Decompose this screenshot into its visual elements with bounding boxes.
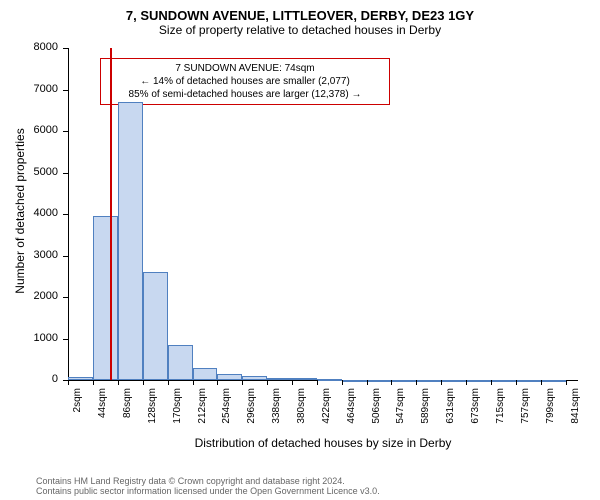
x-tick-label: 44sqm (97, 388, 108, 432)
x-tick-label: 86sqm (122, 388, 133, 432)
y-tick-label: 7000 (0, 83, 58, 95)
histogram-bar (143, 272, 168, 380)
histogram-bar (416, 380, 441, 382)
histogram-bar (93, 216, 118, 380)
x-tick-mark (441, 380, 442, 385)
x-tick-label: 841sqm (570, 388, 581, 432)
histogram-bar (217, 374, 242, 380)
y-tick-mark (63, 90, 68, 91)
y-tick-label: 5000 (0, 166, 58, 178)
x-tick-mark (217, 380, 218, 385)
x-tick-label: 422sqm (321, 388, 332, 432)
x-tick-mark (342, 380, 343, 385)
chart-title-main: 7, SUNDOWN AVENUE, LITTLEOVER, DERBY, DE… (0, 0, 600, 23)
chart-title-sub: Size of property relative to detached ho… (0, 23, 600, 37)
x-tick-mark (93, 380, 94, 385)
y-tick-mark (63, 131, 68, 132)
histogram-bar (491, 380, 516, 382)
histogram-bar (193, 368, 218, 380)
x-tick-mark (566, 380, 567, 385)
y-tick-mark (63, 173, 68, 174)
x-tick-label: 589sqm (420, 388, 431, 432)
x-tick-mark (491, 380, 492, 385)
x-tick-label: 296sqm (246, 388, 257, 432)
histogram-bar (367, 380, 391, 382)
histogram-bar (168, 345, 193, 380)
y-tick-label: 6000 (0, 124, 58, 136)
x-tick-mark (541, 380, 542, 385)
y-tick-mark (63, 214, 68, 215)
x-tick-mark (516, 380, 517, 385)
x-tick-mark (68, 380, 69, 385)
x-tick-mark (168, 380, 169, 385)
x-axis-label: Distribution of detached houses by size … (68, 436, 578, 450)
y-tick-mark (63, 339, 68, 340)
y-tick-label: 4000 (0, 207, 58, 219)
histogram-bar (391, 380, 416, 382)
histogram-bar (118, 102, 143, 380)
x-tick-mark (292, 380, 293, 385)
x-tick-label: 170sqm (172, 388, 183, 432)
y-tick-mark (63, 256, 68, 257)
histogram-bar (242, 376, 267, 380)
x-tick-label: 212sqm (197, 388, 208, 432)
y-tick-label: 8000 (0, 41, 58, 53)
x-tick-mark (317, 380, 318, 385)
x-tick-label: 254sqm (221, 388, 232, 432)
histogram-bar (292, 378, 317, 380)
x-tick-mark (118, 380, 119, 385)
histogram-bar (342, 380, 367, 382)
y-tick-label: 1000 (0, 332, 58, 344)
x-tick-mark (193, 380, 194, 385)
histogram-bar (541, 380, 566, 382)
histogram-bar (267, 378, 292, 380)
y-tick-label: 0 (0, 373, 58, 385)
x-tick-label: 547sqm (395, 388, 406, 432)
attribution-text: Contains HM Land Registry data © Crown c… (36, 476, 380, 496)
x-tick-label: 380sqm (296, 388, 307, 432)
histogram-bar (441, 380, 466, 382)
x-tick-mark (143, 380, 144, 385)
x-tick-mark (367, 380, 368, 385)
histogram-bar (317, 379, 342, 381)
histogram-bar (516, 380, 541, 382)
x-tick-label: 464sqm (346, 388, 357, 432)
x-tick-label: 128sqm (147, 388, 158, 432)
x-tick-mark (466, 380, 467, 385)
x-tick-mark (267, 380, 268, 385)
x-tick-label: 757sqm (520, 388, 531, 432)
chart-container: 7, SUNDOWN AVENUE, LITTLEOVER, DERBY, DE… (0, 0, 600, 500)
y-tick-label: 3000 (0, 249, 58, 261)
reference-line (110, 48, 112, 380)
x-tick-label: 673sqm (470, 388, 481, 432)
x-tick-label: 715sqm (495, 388, 506, 432)
x-tick-label: 631sqm (445, 388, 456, 432)
y-tick-mark (63, 297, 68, 298)
histogram-bar (68, 377, 93, 380)
y-axis-line (68, 48, 69, 380)
x-tick-label: 799sqm (545, 388, 556, 432)
y-tick-mark (63, 48, 68, 49)
x-tick-label: 2sqm (72, 388, 83, 432)
y-tick-label: 2000 (0, 290, 58, 302)
x-tick-mark (391, 380, 392, 385)
x-tick-mark (416, 380, 417, 385)
x-tick-mark (242, 380, 243, 385)
x-tick-label: 506sqm (371, 388, 382, 432)
histogram-bar (466, 380, 491, 382)
x-tick-label: 338sqm (271, 388, 282, 432)
